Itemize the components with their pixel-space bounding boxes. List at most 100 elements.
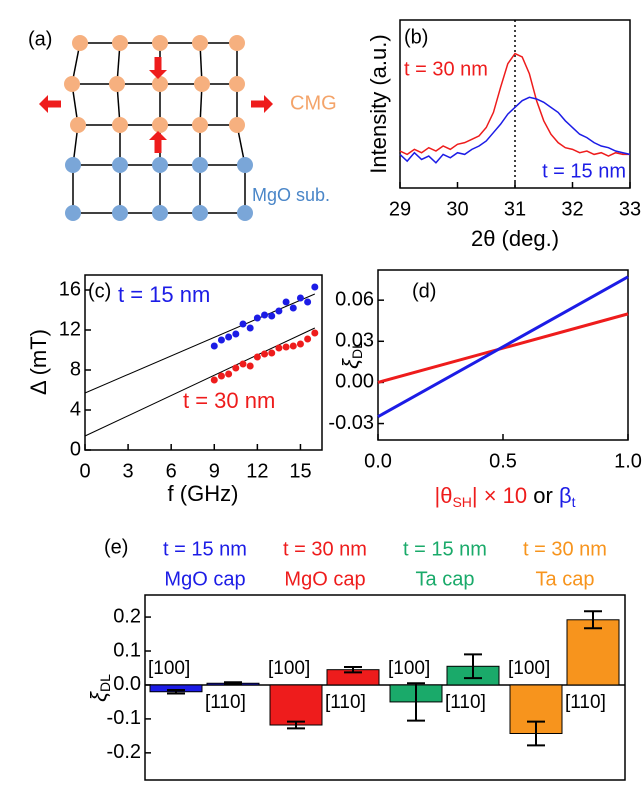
data-point bbox=[217, 336, 225, 344]
atom bbox=[64, 76, 80, 92]
data-point bbox=[268, 312, 276, 320]
atom bbox=[65, 157, 81, 173]
atom bbox=[192, 35, 208, 51]
legend-label: t = 15 nm bbox=[163, 538, 247, 560]
y-tick-label: -0.03 bbox=[328, 412, 374, 434]
category-label: [100] bbox=[508, 658, 550, 679]
spectrum-line bbox=[399, 96, 631, 164]
atom bbox=[237, 205, 253, 221]
atom bbox=[194, 76, 210, 92]
data-point bbox=[232, 364, 240, 372]
x-tick-label: 1.0 bbox=[614, 450, 642, 472]
y-tick-label: 0.0 bbox=[113, 673, 141, 695]
y-axis-label-part: ξ bbox=[338, 358, 363, 369]
y-axis-label-part: DL bbox=[349, 341, 365, 359]
x-axis-label-part: | × 10 bbox=[472, 483, 527, 508]
x-tick-label: 9 bbox=[209, 460, 220, 482]
series-label: t = 30 nm bbox=[183, 388, 275, 413]
data-point bbox=[246, 362, 254, 370]
atom bbox=[229, 76, 245, 92]
y-tick-label: 0 bbox=[70, 438, 81, 460]
x-axis-label-part: or bbox=[527, 483, 559, 508]
atom bbox=[192, 117, 208, 133]
data-point bbox=[239, 360, 247, 368]
data-point bbox=[225, 333, 233, 341]
panel-label: (e) bbox=[104, 536, 128, 558]
legend-label: t = 30 nm bbox=[283, 538, 367, 560]
atom bbox=[112, 157, 128, 173]
y-axis-label: ξDL bbox=[338, 341, 365, 369]
y-axis-label-part: ξ bbox=[86, 691, 111, 702]
strain-arrow bbox=[149, 57, 167, 79]
strain-arrow bbox=[39, 95, 61, 113]
x-axis-label: |θSH| × 10 or βt bbox=[434, 483, 575, 510]
bar bbox=[566, 619, 620, 686]
atom bbox=[152, 157, 168, 173]
category-label: [110] bbox=[445, 692, 486, 713]
spectrum-line bbox=[399, 52, 630, 157]
category-label: [110] bbox=[565, 692, 606, 713]
data-point bbox=[289, 342, 297, 350]
atom bbox=[72, 35, 88, 51]
x-tick-label: 32 bbox=[561, 198, 583, 220]
atom bbox=[152, 117, 168, 133]
data-point bbox=[217, 372, 225, 380]
y-axis-label: Intensity (a.u.) bbox=[366, 34, 391, 173]
category-label: [110] bbox=[205, 692, 246, 713]
x-axis-label-part: t bbox=[572, 494, 576, 510]
plot-frame bbox=[84, 274, 323, 451]
y-tick-label: 4 bbox=[70, 398, 81, 420]
data-point bbox=[225, 370, 233, 378]
panel-label: (a) bbox=[28, 28, 52, 50]
series-label: t = 15 nm bbox=[118, 282, 210, 307]
cmg-label: CMG bbox=[290, 92, 337, 114]
data-point bbox=[311, 329, 319, 337]
category-label: [100] bbox=[148, 658, 190, 679]
legend-label: Ta cap bbox=[416, 568, 475, 590]
data-point bbox=[246, 324, 254, 332]
atom bbox=[152, 205, 168, 221]
atom bbox=[70, 117, 86, 133]
panel-label: (c) bbox=[88, 280, 111, 302]
plot-frame bbox=[144, 594, 626, 781]
category-label: [110] bbox=[325, 692, 366, 713]
y-axis-label: ξDL bbox=[86, 674, 113, 702]
fit-line bbox=[84, 327, 316, 437]
atom bbox=[109, 76, 125, 92]
legend-label: MgO cap bbox=[284, 568, 365, 590]
panel-label: (b) bbox=[404, 26, 428, 48]
series-label: t = 15 nm bbox=[542, 160, 626, 182]
model-line bbox=[377, 275, 629, 419]
data-point bbox=[261, 350, 269, 358]
atom bbox=[192, 157, 208, 173]
data-point bbox=[304, 298, 312, 306]
legend-label: t = 30 nm bbox=[523, 538, 607, 560]
x-tick-label: 0.5 bbox=[489, 450, 517, 472]
strain-arrow bbox=[251, 95, 273, 113]
data-point bbox=[239, 320, 247, 328]
data-point bbox=[311, 283, 319, 291]
x-tick-label: 30 bbox=[446, 198, 468, 220]
y-tick-label: 0.06 bbox=[335, 288, 374, 310]
series-label: t = 30 nm bbox=[404, 58, 488, 80]
data-point bbox=[275, 344, 283, 352]
y-tick-label: 0.2 bbox=[113, 605, 141, 627]
x-axis-label: 2θ (deg.) bbox=[471, 226, 559, 251]
data-point bbox=[275, 307, 283, 315]
y-tick-label: 0.1 bbox=[113, 639, 141, 661]
atom bbox=[112, 205, 128, 221]
x-tick-label: 33 bbox=[619, 198, 641, 220]
x-axis-label-part: |θ bbox=[434, 483, 452, 508]
legend-label: Ta cap bbox=[536, 568, 595, 590]
y-axis-label-part: DL bbox=[97, 674, 113, 692]
x-tick-label: 31 bbox=[504, 198, 526, 220]
data-point bbox=[253, 353, 261, 361]
data-point bbox=[282, 343, 290, 351]
atom bbox=[152, 76, 168, 92]
legend-label: t = 15 nm bbox=[403, 538, 487, 560]
x-tick-label: 29 bbox=[389, 198, 411, 220]
atom bbox=[229, 117, 245, 133]
atom bbox=[229, 35, 245, 51]
x-tick-label: 0 bbox=[79, 460, 90, 482]
data-point bbox=[289, 304, 297, 312]
